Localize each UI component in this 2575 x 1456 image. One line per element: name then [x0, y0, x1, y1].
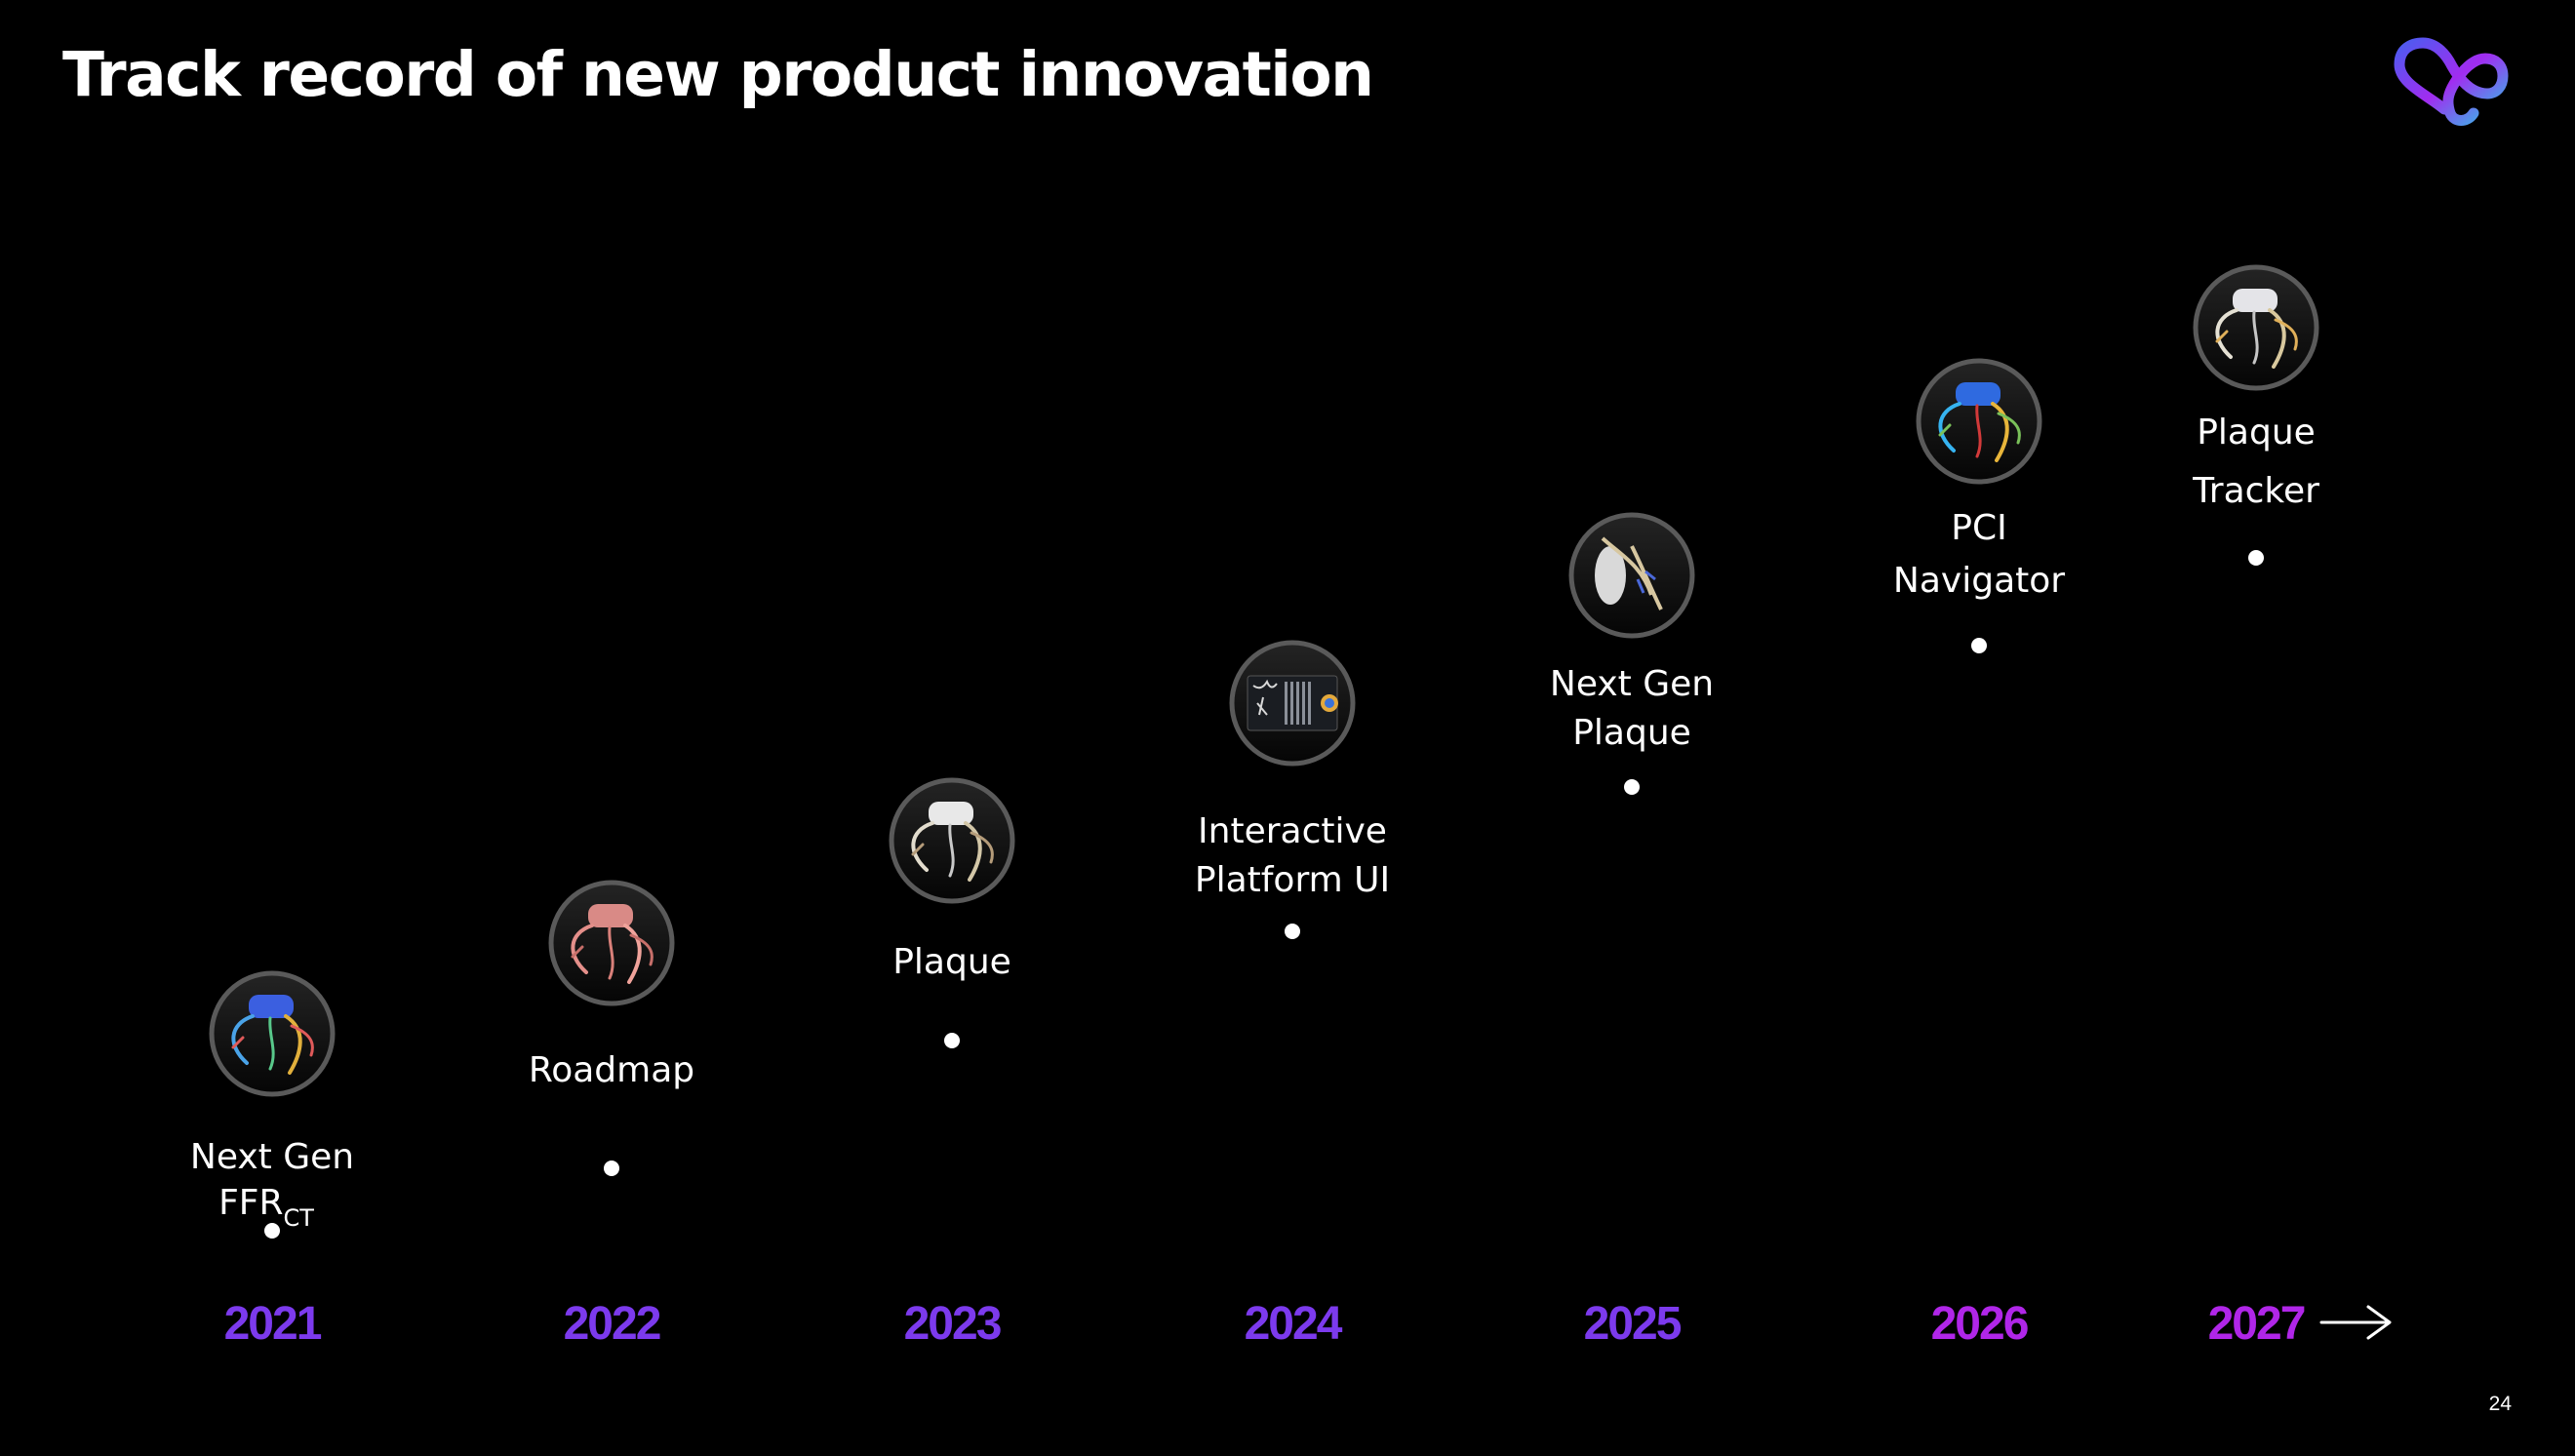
year-label: 2022	[564, 1298, 660, 1350]
product-render-icon	[2215, 289, 2298, 369]
page-number: 24	[2488, 1393, 2512, 1415]
milestone-label: Tracker	[2192, 471, 2319, 511]
milestone-label: Interactive	[1198, 811, 1387, 851]
milestone-label: Platform UI	[1195, 860, 1390, 900]
milestone-label: Plaque	[892, 942, 1011, 982]
product-render-icon	[571, 904, 654, 984]
year-label: 2025	[1584, 1298, 1682, 1350]
milestone-2027: 2027 Plaque Tracker	[2192, 264, 2319, 1350]
product-render-icon	[1247, 675, 1338, 731]
milestone-label: Roadmap	[529, 1050, 694, 1090]
arrow-right-icon	[2319, 1305, 2392, 1340]
milestone-label: Next Gen	[1550, 664, 1714, 704]
milestone-label: PCI	[1951, 508, 2006, 548]
milestone-dot	[1971, 638, 1987, 653]
year-label: 2027	[2208, 1298, 2305, 1350]
milestone-label: Next Gen	[190, 1137, 354, 1177]
milestone-dot	[2248, 550, 2264, 566]
milestone-2026: 2026 PCI Navigator	[1893, 358, 2065, 1350]
year-label: 2023	[904, 1298, 1001, 1350]
brand-logo-icon	[2390, 35, 2511, 129]
milestone-dot	[1624, 779, 1640, 795]
slide-title: Track record of new product innovation	[62, 39, 1374, 110]
product-render-icon	[231, 995, 314, 1075]
milestone-2023: 2023 Plaque	[889, 777, 1015, 1350]
year-label: 2026	[1931, 1298, 2028, 1350]
milestone-dot	[944, 1033, 960, 1048]
milestone-2025: 2025 Next Gen Plaque	[1550, 512, 1714, 1350]
milestone-dot	[1285, 924, 1300, 939]
year-label: 2021	[224, 1298, 322, 1350]
milestone-label: Plaque	[1572, 713, 1691, 753]
milestone-subscript: CT	[284, 1204, 315, 1232]
product-render-icon	[1938, 382, 2021, 462]
year-label: 2024	[1245, 1298, 1343, 1350]
product-render-icon	[1595, 536, 1663, 610]
milestone-2024: 2024 Interactive Platform UI	[1195, 640, 1390, 1350]
milestone-label: Navigator	[1893, 561, 2065, 601]
milestone-label: Plaque	[2197, 413, 2316, 453]
milestone-dot	[264, 1223, 280, 1239]
milestone-2022: 2022 Roadmap	[529, 880, 694, 1350]
milestone-2021: 2021 Next Gen FFRCT	[190, 970, 354, 1350]
milestone-label: FFRCT	[218, 1183, 314, 1232]
product-image-frame	[1568, 512, 1695, 639]
product-render-icon	[911, 802, 994, 882]
milestone-dot	[604, 1161, 619, 1176]
